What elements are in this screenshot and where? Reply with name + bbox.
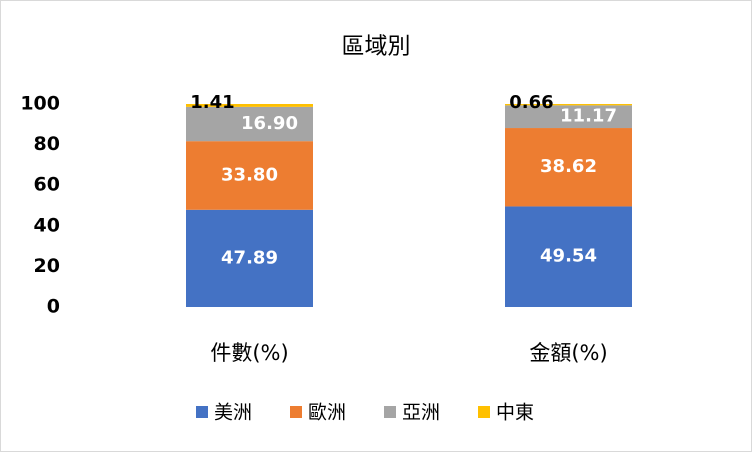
data-label: 38.62 <box>540 156 597 177</box>
legend-label: 亞洲 <box>402 402 440 424</box>
data-label: 16.90 <box>241 113 298 134</box>
x-tick-label: 件數(%) <box>210 341 288 365</box>
bar-segment <box>186 104 313 107</box>
y-tick-label: 100 <box>20 93 60 115</box>
bar-segment <box>505 104 632 106</box>
bar-segment <box>186 141 313 210</box>
bar-segment <box>505 105 632 129</box>
legend-label: 美洲 <box>214 402 252 424</box>
data-label: 47.89 <box>221 247 278 268</box>
y-tick-label: 80 <box>34 133 60 155</box>
x-tick-label: 金額(%) <box>529 341 607 365</box>
data-label: 49.54 <box>540 246 597 267</box>
chart-title: 區域別 <box>342 34 411 60</box>
data-label: 1.41 <box>190 92 234 113</box>
legend-label: 歐洲 <box>308 402 346 424</box>
bar-segment <box>505 128 632 207</box>
legend-label: 中東 <box>496 402 534 424</box>
bar-segment <box>505 206 632 307</box>
y-tick-label: 0 <box>47 296 60 318</box>
data-label: 33.80 <box>221 164 278 185</box>
y-tick-label: 60 <box>34 174 60 196</box>
legend-swatch <box>384 406 396 418</box>
legend-swatch <box>196 406 208 418</box>
legend-swatch <box>290 406 302 418</box>
bar-segment <box>186 106 313 142</box>
data-label: 0.66 <box>509 92 553 113</box>
legend-swatch <box>478 406 490 418</box>
bar-segment <box>186 209 313 307</box>
data-label: 11.17 <box>560 106 617 127</box>
y-tick-label: 40 <box>34 214 60 236</box>
y-tick-label: 20 <box>34 255 60 277</box>
